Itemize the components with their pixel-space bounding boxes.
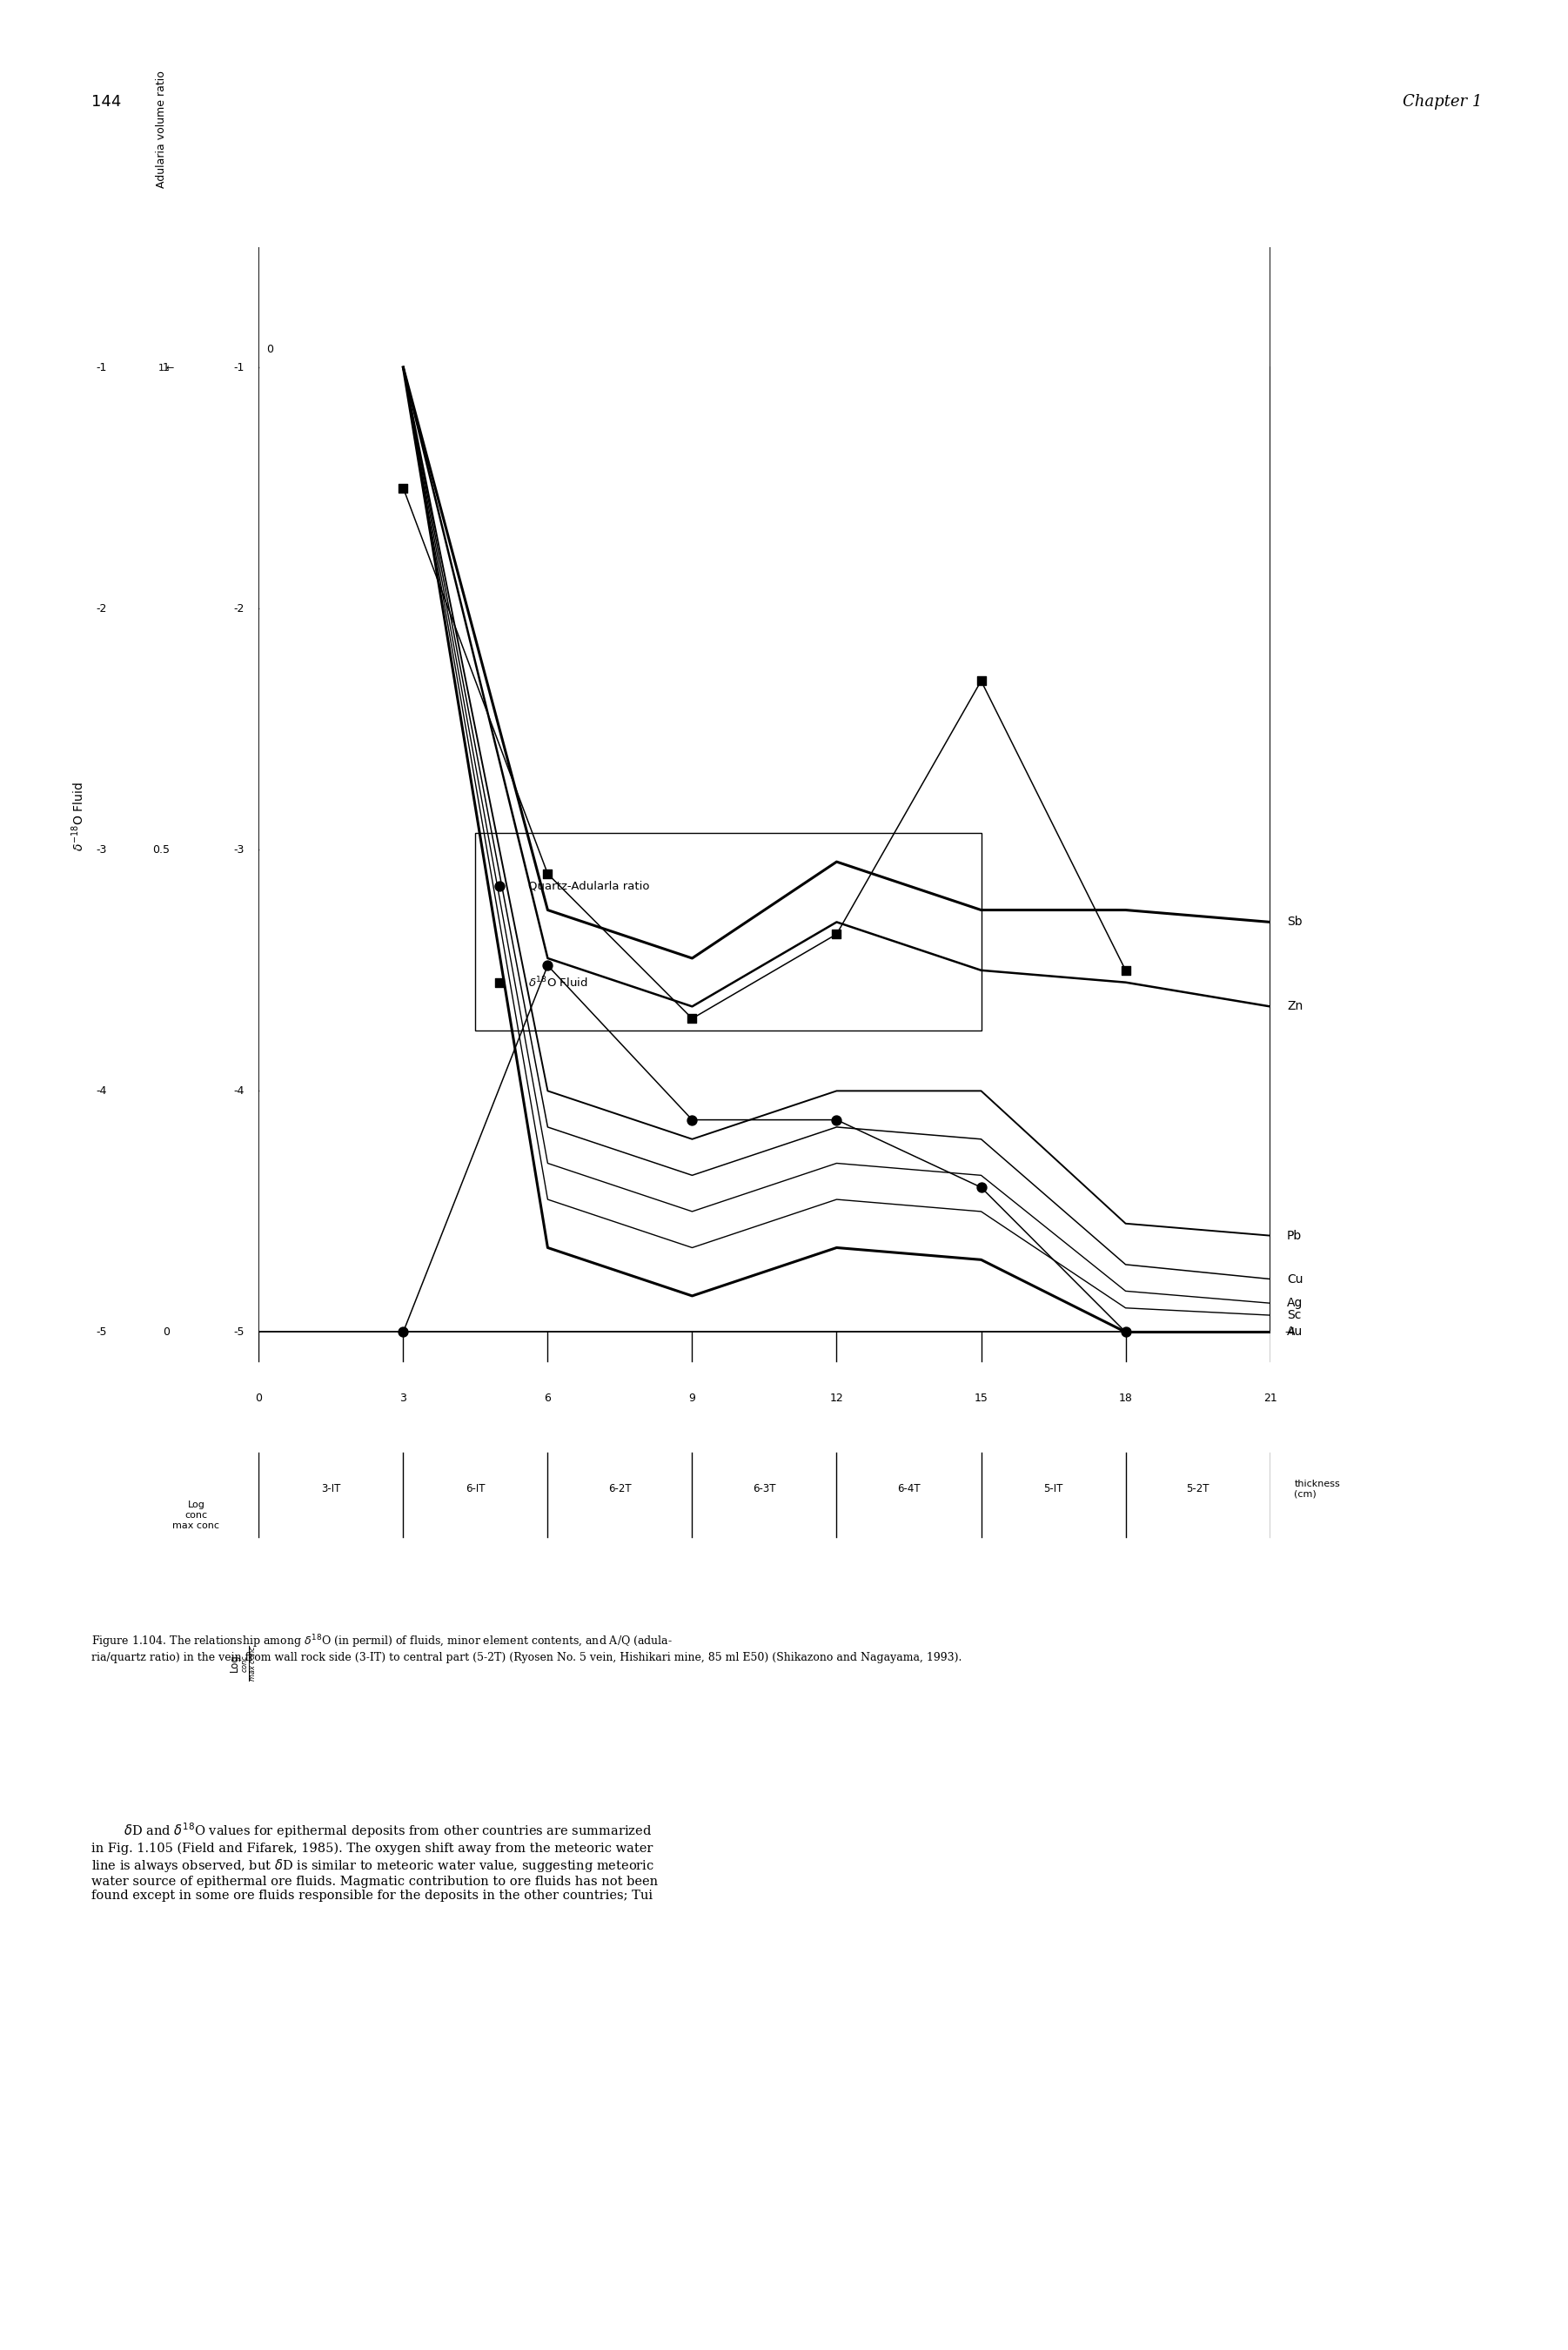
Text: 6-4T: 6-4T: [897, 1483, 920, 1495]
Point: [390, 470, 416, 508]
Text: -4: -4: [96, 1086, 107, 1097]
Text: -2: -2: [234, 604, 245, 613]
Text: 3-IT: 3-IT: [321, 1483, 340, 1495]
Text: Log
conc
max conc: Log conc max conc: [172, 1502, 220, 1530]
Text: $\delta$D and $\delta^{18}$O values for epithermal deposits from other countries: $\delta$D and $\delta^{18}$O values for …: [91, 1821, 657, 1901]
Point: [390, 1314, 416, 1351]
Point: [969, 1168, 994, 1206]
Text: 3: 3: [400, 1391, 406, 1403]
Text: 6-3T: 6-3T: [753, 1483, 776, 1495]
Point: [969, 663, 994, 700]
Text: -5: -5: [96, 1325, 107, 1337]
Text: -4: -4: [1284, 1325, 1295, 1337]
Text: Adularia volume ratio: Adularia volume ratio: [155, 70, 168, 188]
Text: Log
$\frac{conc}{max\ conc}$: Log $\frac{conc}{max\ conc}$: [229, 1645, 257, 1683]
Point: [1113, 1314, 1138, 1351]
Text: 18: 18: [1118, 1391, 1132, 1403]
Point: [679, 999, 704, 1036]
Point: [535, 855, 560, 893]
Text: $\delta^{18}$O Fluid: $\delta^{18}$O Fluid: [528, 975, 588, 989]
Text: 1: 1: [163, 362, 169, 374]
Text: 6: 6: [544, 1391, 550, 1403]
Text: Au: Au: [1287, 1325, 1303, 1337]
Text: Figure 1.104. The relationship among $\delta^{18}$O (in permil) of fluids, minor: Figure 1.104. The relationship among $\d…: [91, 1633, 961, 1664]
Text: -2: -2: [96, 604, 107, 613]
Text: 6-2T: 6-2T: [608, 1483, 632, 1495]
Text: Pb: Pb: [1287, 1229, 1301, 1241]
Text: -1: -1: [234, 362, 245, 374]
Text: 5-2T: 5-2T: [1187, 1483, 1209, 1495]
Point: [679, 1102, 704, 1140]
Text: 0.5: 0.5: [152, 844, 169, 855]
Text: $\delta^{-18}$O Fluid: $\delta^{-18}$O Fluid: [71, 783, 86, 851]
Bar: [475, 832, 982, 1032]
Text: 5-IT: 5-IT: [1044, 1483, 1063, 1495]
Text: Sc: Sc: [1287, 1309, 1301, 1321]
Text: -1: -1: [96, 362, 107, 374]
Point: [535, 947, 560, 985]
Text: -3: -3: [96, 844, 107, 855]
Point: [825, 916, 850, 954]
Text: 15: 15: [974, 1391, 988, 1403]
Text: Ag: Ag: [1287, 1297, 1303, 1309]
Text: Zn: Zn: [1287, 1001, 1303, 1013]
Text: Sb: Sb: [1287, 916, 1303, 928]
Text: 0: 0: [163, 1325, 169, 1337]
Text: -3: -3: [234, 844, 245, 855]
Text: -5: -5: [234, 1325, 245, 1337]
Text: Chapter 1: Chapter 1: [1402, 94, 1482, 110]
Text: -4: -4: [234, 1086, 245, 1097]
Point: [1113, 952, 1138, 989]
Text: Quartz-Adularla ratio: Quartz-Adularla ratio: [528, 881, 649, 891]
Point: [825, 1102, 850, 1140]
Text: Cu: Cu: [1287, 1274, 1303, 1285]
Text: 21: 21: [1264, 1391, 1276, 1403]
Text: thickness
(cm): thickness (cm): [1294, 1480, 1341, 1499]
Text: 6-IT: 6-IT: [466, 1483, 485, 1495]
Text: 144: 144: [91, 94, 121, 110]
Point: [488, 964, 513, 1001]
Text: 1$\leftarrow$: 1$\leftarrow$: [157, 362, 174, 374]
Point: [488, 867, 513, 905]
Text: 0: 0: [256, 1391, 262, 1403]
Text: 9: 9: [688, 1391, 696, 1403]
Text: 12: 12: [829, 1391, 844, 1403]
Text: 0: 0: [267, 343, 273, 355]
